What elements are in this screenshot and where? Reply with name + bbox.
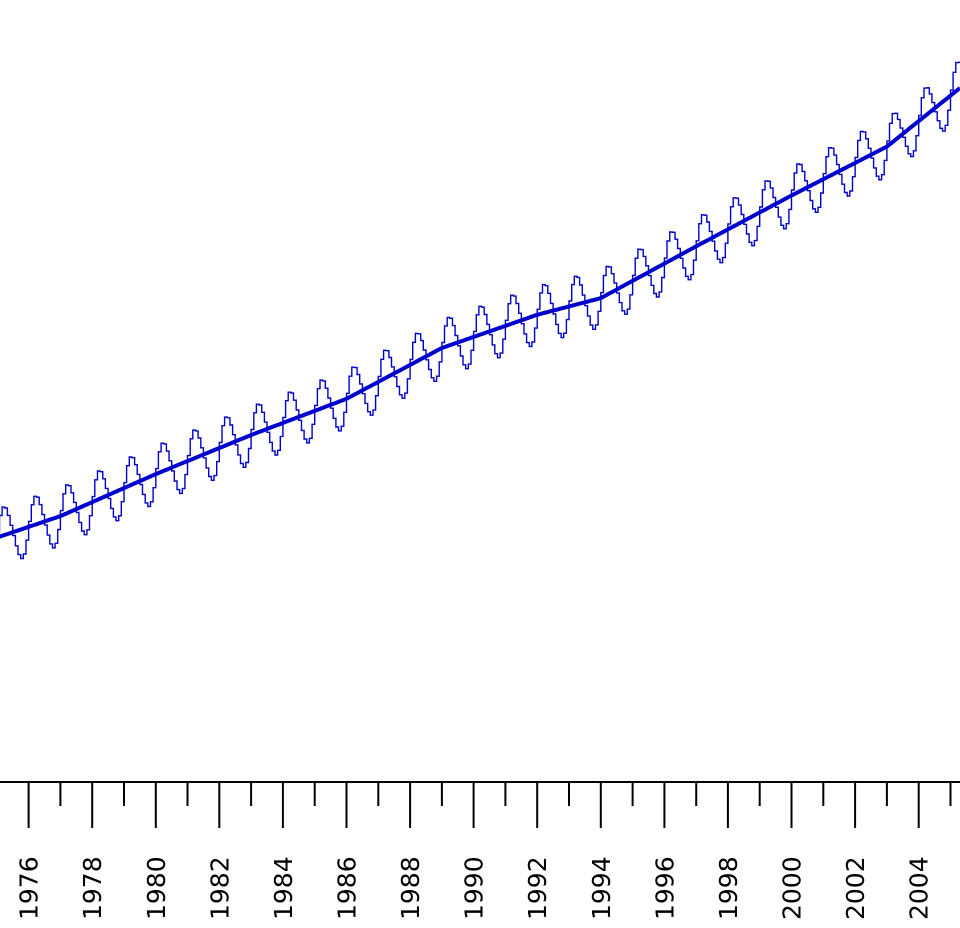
- x-tick-label: 2002: [841, 856, 870, 920]
- series-trend-line: [0, 86, 960, 539]
- x-tick-label: 1992: [523, 856, 552, 920]
- x-tick-label: 1984: [269, 856, 298, 920]
- x-tick-label: 1994: [587, 856, 616, 920]
- x-tick-label: 1996: [650, 856, 679, 920]
- x-tick-label: 2004: [905, 856, 934, 920]
- x-tick-label: 1986: [333, 856, 362, 920]
- x-tick-label: 1976: [15, 856, 44, 920]
- x-tick-label: 1988: [396, 856, 425, 920]
- x-tick-label: 1980: [142, 856, 171, 920]
- x-tick-label: 1982: [205, 856, 234, 920]
- series-monthly-line: [0, 61, 960, 560]
- x-tick-label: 1998: [714, 856, 743, 920]
- x-tick-label: 2000: [778, 856, 807, 920]
- x-axis: 1976 1978 1980 1982 1984 1986 1988 1990 1992 1994…: [0, 781, 960, 920]
- x-tick-label: 1978: [78, 856, 107, 920]
- x-tick-label: 1990: [460, 856, 489, 920]
- series-layer: [0, 61, 960, 560]
